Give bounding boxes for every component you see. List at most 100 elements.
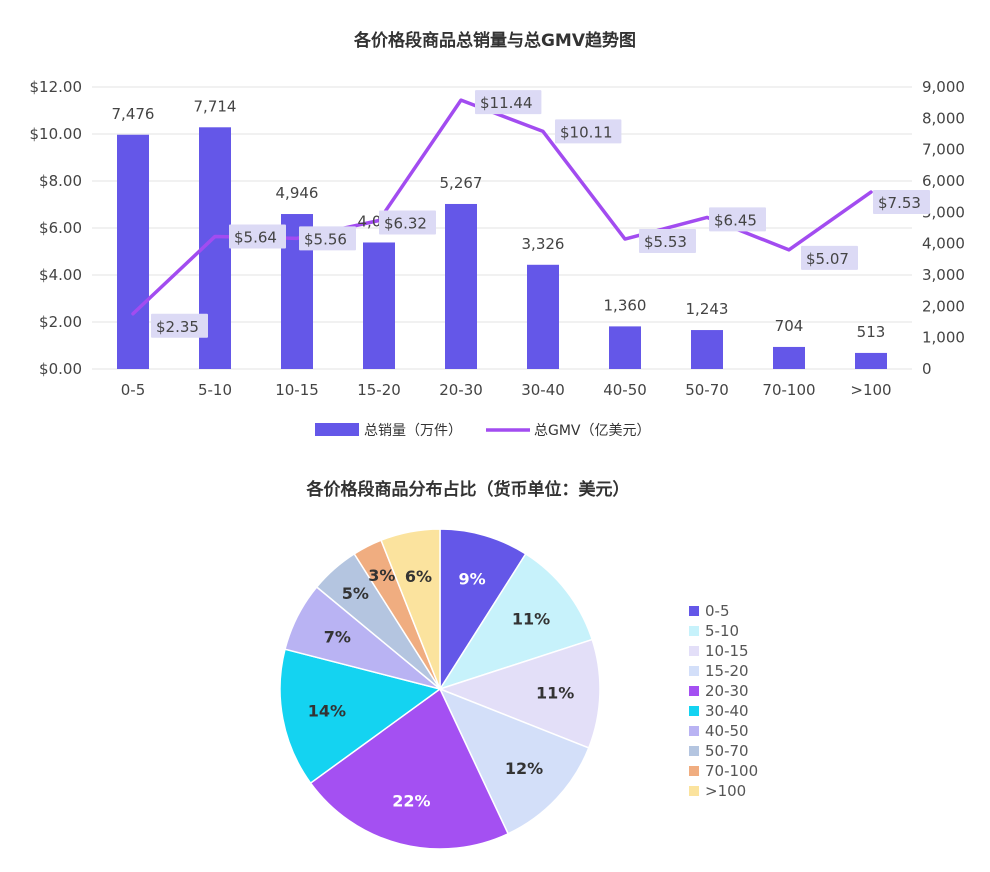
pie-slice-label: 6% (405, 567, 432, 586)
line-label-box (639, 229, 696, 254)
legend-label-line: 总GMV（亿美元） (534, 423, 651, 439)
line-label-box (229, 224, 286, 249)
line-data-label: $7.53 (878, 194, 921, 212)
y-left-tick-label: $12.00 (30, 78, 83, 96)
bar (609, 326, 641, 369)
pie-slice (438, 552, 594, 691)
pie-slice (438, 687, 590, 835)
pie-slice (380, 528, 441, 690)
y-right-tick-label: 1,000 (922, 329, 965, 347)
bar (117, 134, 149, 369)
pie-legend-swatch (689, 686, 699, 696)
pie-slice-label: 5% (342, 584, 369, 603)
x-tick-label: 5-10 (198, 381, 232, 399)
line-label-box (475, 90, 542, 115)
pie-slice (309, 687, 510, 850)
y-right-tick-label: 7,000 (922, 141, 965, 159)
y-left-tick-label: $6.00 (39, 219, 82, 237)
chart-title-bottom: 各价格段商品分布占比（货币单位：美元） (306, 479, 630, 500)
pie-legend-label: 0-5 (705, 602, 730, 620)
bar (363, 242, 395, 369)
pie-legend-swatch (689, 766, 699, 776)
y-left-tick-label: $8.00 (39, 172, 82, 190)
pie-slice (279, 648, 442, 785)
legend-label-bar: 总销量（万件） (364, 423, 462, 439)
pie-slice-label: 22% (392, 792, 430, 811)
bar (445, 203, 477, 369)
line-label-box (151, 313, 208, 338)
pie-legend-swatch (689, 626, 699, 636)
chart-title-top: 各价格段商品总销量与总GMV趋势图 (353, 30, 636, 51)
pie-legend-label: 5-10 (705, 622, 739, 640)
line-label-box (801, 245, 858, 270)
x-tick-label: >100 (850, 381, 891, 399)
line-data-label: $5.07 (806, 250, 849, 268)
bar-data-label: 513 (857, 323, 886, 341)
pie-legend-swatch (689, 786, 699, 796)
bar-data-label: 7,714 (194, 97, 237, 115)
x-tick-label: 70-100 (762, 381, 815, 399)
x-tick-label: 0-5 (121, 381, 146, 399)
bar-data-label: 4,946 (276, 184, 319, 202)
pie-legend: 0-5 5-10 10-15 15-20 20-30 30-40 40-50 50-70 70-… (689, 602, 758, 800)
line-label-box (299, 226, 356, 251)
pie-legend-swatch (689, 666, 699, 676)
y-right-tick-label: 9,000 (922, 78, 965, 96)
x-tick-label: 10-15 (275, 381, 319, 399)
y-left-tick-label: $10.00 (30, 125, 83, 143)
pie-legend-label: 30-40 (705, 702, 749, 720)
pie-chart: 9% 11% 11% 12% 22% 14% 7% 5%3% 6% (279, 528, 601, 850)
y-right-tick-label: 8,000 (922, 109, 965, 127)
y-right-tick-label: 3,000 (922, 266, 965, 284)
pie-legend-swatch (689, 646, 699, 656)
bar (527, 264, 559, 369)
pie-slice (439, 528, 527, 692)
line-data-label: $2.35 (156, 318, 199, 336)
combo-chart: $0.00 $2.00 $4.00 $6.00 $8.00 $10.00 $12.00 0 1,… (30, 78, 965, 399)
line-data-label: $6.32 (384, 214, 427, 232)
y-left-tick-label: $0.00 (39, 360, 82, 378)
line-label-box (873, 190, 930, 215)
y-right-tick-label: 2,000 (922, 297, 965, 315)
line-data-label: $5.53 (644, 233, 687, 251)
pie-slice-label: 14% (308, 702, 346, 721)
line-label-box (709, 207, 766, 232)
y-left-tick-label: $4.00 (39, 266, 82, 284)
bar (855, 352, 887, 369)
y-right-tick-label: 5,000 (922, 203, 965, 221)
pie-legend-label: 40-50 (705, 722, 749, 740)
bar (773, 346, 805, 369)
pie-legend-label: 10-15 (705, 642, 749, 660)
gmv-line (131, 98, 873, 316)
line-data-label: $6.45 (714, 211, 757, 229)
bar-data-label: 7,476 (112, 105, 155, 123)
pie-slice-label: 11% (536, 684, 574, 703)
pie-slice (437, 638, 601, 749)
pie-legend-swatch (689, 746, 699, 756)
x-tick-label: 20-30 (439, 381, 483, 399)
line-data-label: $11.44 (480, 94, 533, 112)
pie-slice-label: 12% (505, 759, 543, 778)
bar (691, 330, 723, 369)
pie-legend-label: 15-20 (705, 662, 749, 680)
pie-legend-swatch (689, 726, 699, 736)
pie-slice-label: 11% (512, 609, 550, 628)
pie-legend-label: >100 (705, 782, 746, 800)
y-right-tick-label: 6,000 (922, 172, 965, 190)
pie-legend-swatch (689, 706, 699, 716)
x-tick-label: 40-50 (603, 381, 647, 399)
x-tick-label: 15-20 (357, 381, 401, 399)
legend-swatch-bar (315, 423, 359, 436)
bar-data-label: 704 (775, 317, 804, 335)
pie-slice-label: 9% (459, 569, 486, 588)
bar-data-label: 1,243 (686, 300, 729, 318)
bar-data-label: 1,360 (604, 296, 647, 314)
y-left-tick-label: $2.00 (39, 313, 82, 331)
pie-slice-label: 3% (368, 566, 395, 585)
line-label-box (379, 210, 436, 235)
line-data-label: $10.11 (560, 123, 613, 141)
x-tick-label: 50-70 (685, 381, 729, 399)
bar-data-label: 5,267 (440, 174, 483, 192)
pie-slice-label: 7% (324, 628, 351, 647)
